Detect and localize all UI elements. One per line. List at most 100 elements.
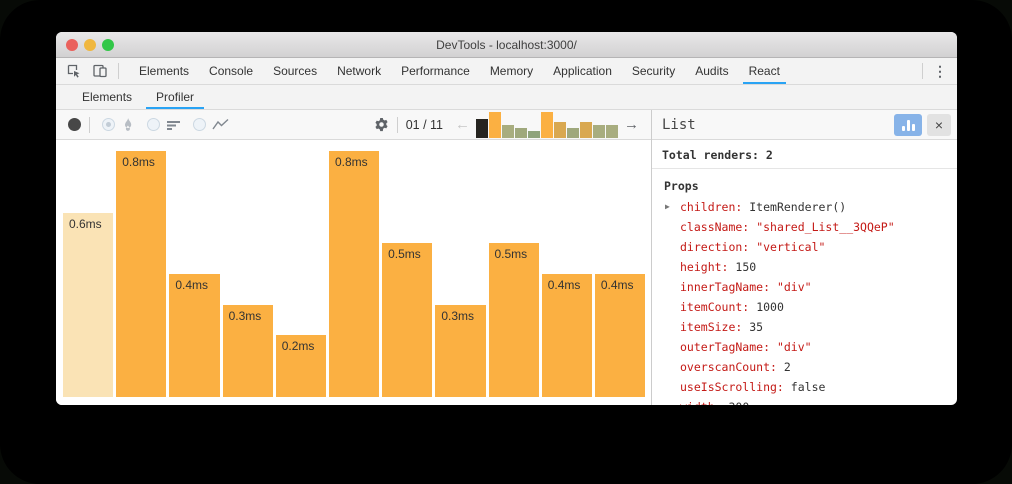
previous-commit-icon[interactable]: ← bbox=[455, 116, 470, 133]
commit-bar-10[interactable]: 0.4ms bbox=[541, 274, 592, 397]
prop-value: 300 bbox=[728, 400, 749, 405]
commit-bar-9[interactable]: 0.5ms bbox=[488, 243, 539, 397]
prop-name: itemCount: bbox=[680, 300, 750, 314]
prop-name: itemSize: bbox=[680, 320, 743, 334]
close-window-button[interactable] bbox=[66, 38, 78, 51]
prop-value: 35 bbox=[749, 320, 764, 334]
tab-bar-spacer bbox=[790, 58, 922, 84]
prop-value: "vertical" bbox=[756, 240, 826, 254]
minimap-commit-3[interactable] bbox=[502, 124, 514, 138]
prop-row-itemCount: itemCount: 1000 bbox=[652, 297, 957, 317]
main-tab-network[interactable]: Network bbox=[337, 64, 382, 78]
sub-tab-profiler[interactable]: Profiler bbox=[144, 85, 206, 109]
commit-bar-5[interactable]: 0.2ms bbox=[275, 335, 326, 397]
prop-value: ItemRenderer() bbox=[749, 200, 847, 214]
prop-row-height: height: 150 bbox=[652, 257, 957, 277]
inspect-element-icon[interactable] bbox=[66, 63, 82, 79]
prop-row-innerTagName: innerTagName: "div" bbox=[652, 277, 957, 297]
minimize-window-button[interactable] bbox=[84, 38, 96, 51]
prop-name: direction: bbox=[680, 240, 750, 254]
tab-bar-divider bbox=[922, 63, 923, 79]
more-options-icon[interactable]: ⋮ bbox=[933, 62, 947, 79]
commit-bar-8[interactable]: 0.3ms bbox=[435, 305, 486, 397]
minimap-commit-8[interactable] bbox=[567, 127, 579, 138]
sub-tab-elements[interactable]: Elements bbox=[82, 90, 133, 104]
commit-bar-4[interactable]: 0.3ms bbox=[222, 305, 273, 397]
prop-name: outerTagName: bbox=[680, 340, 771, 354]
main-tab-memory[interactable]: Memory bbox=[489, 64, 534, 78]
panel-body: Total renders: 2 Props ▶ children: ItemRe… bbox=[652, 140, 957, 405]
minimap-commit-11[interactable] bbox=[606, 124, 618, 138]
commit-bar-2[interactable]: 0.8ms bbox=[116, 151, 167, 397]
main-tab-application[interactable]: Application bbox=[553, 64, 612, 78]
main-tab-sources[interactable]: Sources bbox=[273, 64, 318, 78]
main-tab-console[interactable]: Console bbox=[209, 64, 254, 78]
commit-bar-3[interactable]: 0.4ms bbox=[169, 274, 220, 397]
ranked-chart-icon bbox=[166, 119, 181, 131]
prop-value: "div" bbox=[776, 340, 812, 354]
prop-value: "shared_List__3QQeP" bbox=[756, 220, 895, 234]
interactions-radio[interactable] bbox=[193, 118, 206, 131]
total-renders-label: Total renders: bbox=[662, 148, 759, 162]
minimap-commit-1[interactable] bbox=[476, 118, 488, 138]
record-button[interactable] bbox=[68, 118, 81, 131]
prop-row-useIsScrolling: useIsScrolling: false bbox=[652, 377, 957, 397]
commit-bar-11[interactable]: 0.4ms bbox=[594, 274, 646, 397]
prop-row-direction: direction: "vertical" bbox=[652, 237, 957, 257]
minimap-commit-4[interactable] bbox=[515, 127, 527, 138]
main-tab-audits[interactable]: Audits bbox=[695, 64, 729, 78]
minimap-commit-9[interactable] bbox=[580, 121, 592, 138]
traffic-lights bbox=[66, 32, 114, 57]
zoom-window-button[interactable] bbox=[102, 38, 114, 51]
minimap-commit-6[interactable] bbox=[541, 111, 553, 138]
prop-row-children: ▶ children: ItemRenderer() bbox=[652, 197, 957, 217]
settings-gear-icon[interactable] bbox=[374, 117, 389, 132]
total-renders: Total renders: 2 bbox=[652, 140, 957, 169]
component-name: List bbox=[662, 116, 696, 133]
profiler-toolbar-divider-1 bbox=[89, 116, 90, 133]
prop-value: false bbox=[790, 380, 826, 394]
minimap-commit-10[interactable] bbox=[593, 124, 605, 138]
interactions-mode-option[interactable] bbox=[193, 118, 229, 131]
total-renders-value: 2 bbox=[765, 148, 773, 162]
device-toolbar-icon[interactable] bbox=[92, 63, 108, 79]
prop-name: useIsScrolling: bbox=[680, 380, 784, 394]
main-tab-security[interactable]: Security bbox=[631, 64, 676, 78]
next-commit-icon[interactable]: → bbox=[624, 116, 639, 133]
main-tab-elements[interactable]: Elements bbox=[139, 64, 190, 78]
prop-row-outerTagName: outerTagName: "div" bbox=[652, 337, 957, 357]
ranked-radio[interactable] bbox=[147, 118, 160, 131]
commit-bar-1[interactable]: 0.6ms bbox=[63, 213, 114, 397]
main-tab-react[interactable]: React bbox=[739, 58, 790, 84]
commit-minimap bbox=[476, 111, 618, 138]
line-chart-icon bbox=[212, 118, 229, 131]
commit-bar-6[interactable]: 0.8ms bbox=[328, 151, 380, 397]
toolbar-divider bbox=[118, 63, 119, 79]
prop-name: overscanCount: bbox=[680, 360, 777, 374]
close-panel-button[interactable]: × bbox=[927, 113, 951, 136]
prop-name: innerTagName: bbox=[680, 280, 771, 294]
prop-row-className: className: "shared_List__3QQeP" bbox=[652, 217, 957, 237]
flamegraph-radio[interactable] bbox=[102, 118, 115, 131]
minimap-commit-2[interactable] bbox=[489, 111, 501, 138]
minimap-commit-7[interactable] bbox=[554, 121, 566, 138]
devtools-tool-icons bbox=[56, 58, 123, 84]
ranked-mode-option[interactable] bbox=[147, 118, 181, 131]
prop-value: 150 bbox=[735, 260, 757, 274]
flamegraph-mode-option[interactable] bbox=[102, 117, 135, 132]
prop-row-itemSize: itemSize: 35 bbox=[652, 317, 957, 337]
commit-bar-7[interactable]: 0.5ms bbox=[382, 243, 433, 397]
expand-triangle-icon[interactable]: ▶ bbox=[665, 202, 670, 211]
commit-pagination: 01 / 11 bbox=[405, 117, 443, 132]
minimap-commit-5[interactable] bbox=[528, 130, 540, 138]
profiler-content: 01 / 11 ← → 0.6ms 0.8ms 0.4ms 0.3ms 0.2ms 0.8… bbox=[56, 110, 957, 405]
prop-row-width: width: 300 bbox=[652, 397, 957, 405]
props-list: ▶ children: ItemRenderer() className: "sha… bbox=[652, 197, 957, 405]
prop-value: 2 bbox=[783, 360, 791, 374]
view-renders-chart-button[interactable] bbox=[894, 113, 922, 136]
main-tab-list: Elements Console Sources Network Performance… bbox=[129, 58, 790, 84]
main-tab-performance[interactable]: Performance bbox=[401, 64, 470, 78]
profiler-toolbar-divider-2 bbox=[396, 116, 398, 133]
prop-name: height: bbox=[680, 260, 729, 274]
panel-header: List × bbox=[652, 110, 957, 140]
